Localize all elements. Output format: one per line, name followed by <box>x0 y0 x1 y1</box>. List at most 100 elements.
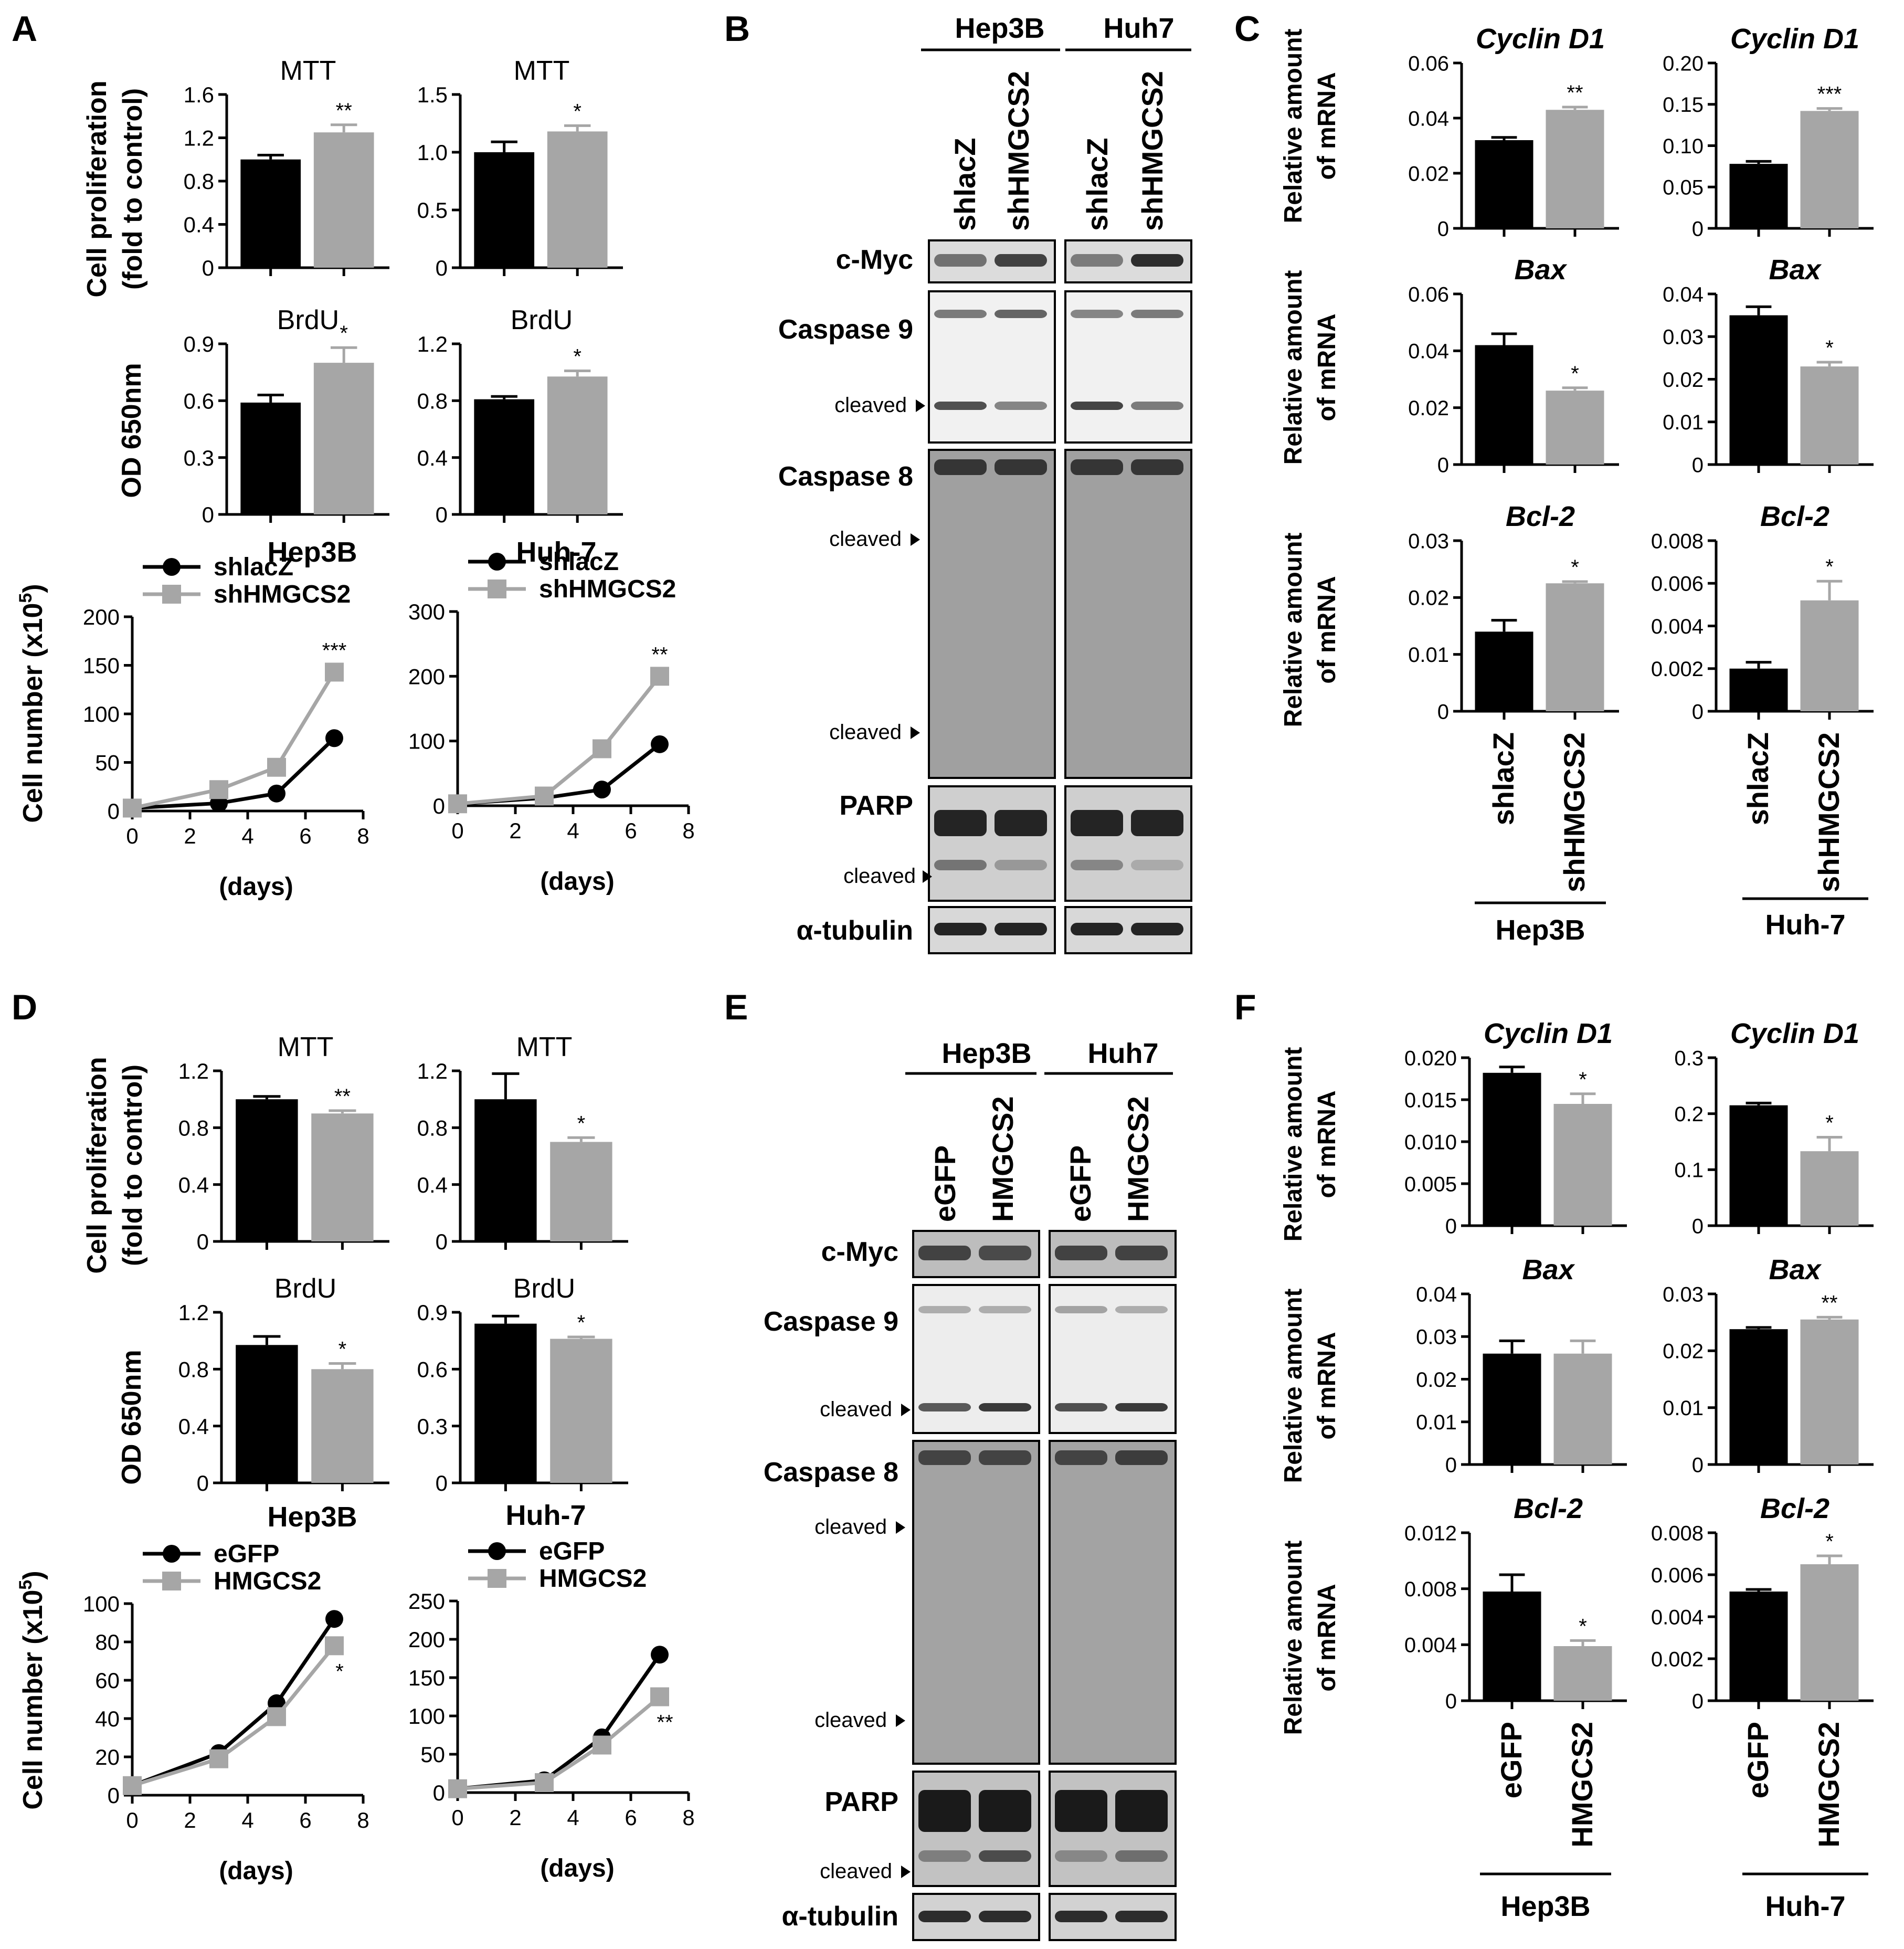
significance-marker: * <box>1579 1068 1587 1091</box>
blot-band <box>1071 310 1123 318</box>
legend-label: HMGCS2 <box>214 1567 321 1595</box>
b-lane-shhmgcs2-1: shHMGCS2 <box>1002 71 1035 231</box>
bar-shlacZ <box>1729 315 1788 465</box>
blot-band <box>918 1850 971 1862</box>
point-shlacZ <box>593 781 611 799</box>
significance-marker: * <box>1579 1615 1587 1638</box>
blot-panel <box>1064 449 1192 779</box>
blot-band <box>1055 1850 1107 1862</box>
bar-eGFP <box>1483 1353 1541 1465</box>
b-lane-shlacz-2: shlacZ <box>1081 138 1114 231</box>
y-tick-label: 0.02 <box>1663 368 1704 392</box>
y-tick-label: 0 <box>433 794 445 818</box>
y-tick-label: 0.015 <box>1404 1089 1457 1112</box>
y-tick-label: 0 <box>202 256 214 280</box>
y-tick-label: 0 <box>1437 700 1449 723</box>
y-tick-label: 1.0 <box>417 140 448 165</box>
blot-band <box>995 923 1047 935</box>
point-HMGCS2 <box>123 1776 142 1795</box>
x-tick-label: 0 <box>451 1805 463 1830</box>
b-label-cleaved-8b: cleaved <box>829 721 902 744</box>
point-eGFP <box>325 1610 343 1628</box>
x-tick-label: 8 <box>357 824 369 848</box>
bar-HMGCS2 <box>1553 1646 1612 1701</box>
d-ylabel-cellnum: Cell number (x105) <box>16 1571 48 1809</box>
chart-C_cyclin_huh7: Cyclin D1 0 0.05 0.10 0.15 0.20 *** <box>1663 23 1874 240</box>
bar-eGFP <box>1729 1329 1788 1465</box>
f-ylabel-3a: Relative amount <box>1279 1541 1307 1735</box>
chart-A_mtt_hep3b: MTT 0 0.4 0.8 1.2 1.6 ** <box>184 56 389 280</box>
x-tick-label: 2 <box>184 824 196 848</box>
bar-shHMGCS2 <box>547 376 608 514</box>
legend-label: eGFP <box>214 1540 279 1568</box>
bar-shlacZ <box>1729 668 1788 711</box>
a-xlabel-days-1: (days) <box>219 873 293 901</box>
y-tick-label: 1.2 <box>417 332 448 356</box>
legend-marker <box>162 1572 181 1590</box>
y-tick-label: 0.01 <box>1416 1411 1457 1434</box>
panel-letter-b: B <box>724 9 750 49</box>
blot-band <box>1071 860 1123 870</box>
x-tick-label: 6 <box>625 1805 637 1830</box>
y-tick-label: 80 <box>95 1630 120 1655</box>
d-xlabel-days-1: (days) <box>219 1857 293 1885</box>
chart-F_cyclin_huh7: Cyclin D1 0 0.1 0.2 0.3 * <box>1674 1018 1874 1238</box>
y-tick-label: 150 <box>408 1666 445 1690</box>
b-label-tubulin: α-tubulin <box>796 915 913 946</box>
point-shlacZ <box>651 735 669 753</box>
chart-C_bax_huh7: Bax 0 0.01 0.02 0.03 0.04 * <box>1663 254 1874 477</box>
blot-band <box>1131 254 1183 267</box>
y-tick-label: 0.002 <box>1651 658 1704 681</box>
y-tick-label: 0.005 <box>1404 1173 1457 1196</box>
bar-HMGCS2 <box>1800 1151 1859 1226</box>
chart-D_brdu_hep3b: BrdU 0 0.4 0.8 1.2 * <box>178 1273 389 1495</box>
point-shHMGCS2 <box>650 667 669 686</box>
x-category-label: eGFP <box>1495 1722 1528 1798</box>
y-tick-label: 100 <box>83 702 120 726</box>
legend-label: eGFP <box>539 1537 605 1565</box>
cleaved-arrow-icon <box>911 726 920 739</box>
blot-band <box>979 1403 1031 1411</box>
series-line-shlacZ <box>132 736 336 810</box>
panel-letter-a: A <box>12 9 37 49</box>
y-tick-label: 0 <box>436 1471 448 1495</box>
significance-marker: ** <box>1821 1291 1837 1314</box>
c-ylabel-1a: Relative amount <box>1279 29 1307 224</box>
d-xlabel-days-2: (days) <box>540 1855 614 1882</box>
a-ylabel-od: OD 650nm <box>117 363 147 498</box>
blot-panel <box>1064 785 1192 902</box>
chart-title: MTT <box>278 1032 334 1062</box>
y-tick-label: 0.20 <box>1663 52 1704 75</box>
c-cellline-hep3b: Hep3B <box>1495 914 1585 946</box>
chart-title: MTT <box>514 56 570 86</box>
d-cellline-hep3b: Hep3B <box>267 1501 357 1533</box>
chart-title: Bax <box>1769 254 1822 286</box>
y-tick-label: 0.04 <box>1408 340 1449 363</box>
x-category-label: shHMGCS2 <box>1558 732 1591 892</box>
chart-title: MTT <box>280 56 336 86</box>
b-label-cmyc: c-Myc <box>836 245 913 275</box>
y-tick-label: 0 <box>1692 700 1704 723</box>
series-line-shHMGCS2 <box>457 675 661 806</box>
chart-title: MTT <box>516 1032 573 1062</box>
legend-marker <box>162 585 181 604</box>
y-tick-label: 100 <box>408 1704 445 1729</box>
y-tick-label: 0.008 <box>1651 1522 1704 1545</box>
f-ylabel-2b: of mRNA <box>1313 1332 1341 1439</box>
x-tick-label: 4 <box>241 1808 253 1832</box>
e-label-cmyc: c-Myc <box>821 1237 898 1267</box>
y-tick-label: 0.03 <box>1416 1326 1457 1349</box>
f-cellline-hep3b: Hep3B <box>1500 1891 1590 1922</box>
blot-panel <box>912 1440 1040 1765</box>
y-tick-label: 0.05 <box>1663 176 1704 199</box>
y-tick-label: 0.6 <box>417 1357 448 1382</box>
blot-band <box>1071 402 1123 410</box>
significance-marker: * <box>1571 556 1579 579</box>
blot-band <box>979 1450 1031 1465</box>
y-tick-label: 0.01 <box>1663 411 1704 434</box>
y-tick-label: 0.02 <box>1416 1368 1457 1392</box>
x-category-label: HMGCS2 <box>1812 1722 1845 1848</box>
point-shHMGCS2 <box>535 786 554 806</box>
blot-band <box>1115 1246 1168 1260</box>
x-tick-label: 2 <box>509 1805 521 1830</box>
